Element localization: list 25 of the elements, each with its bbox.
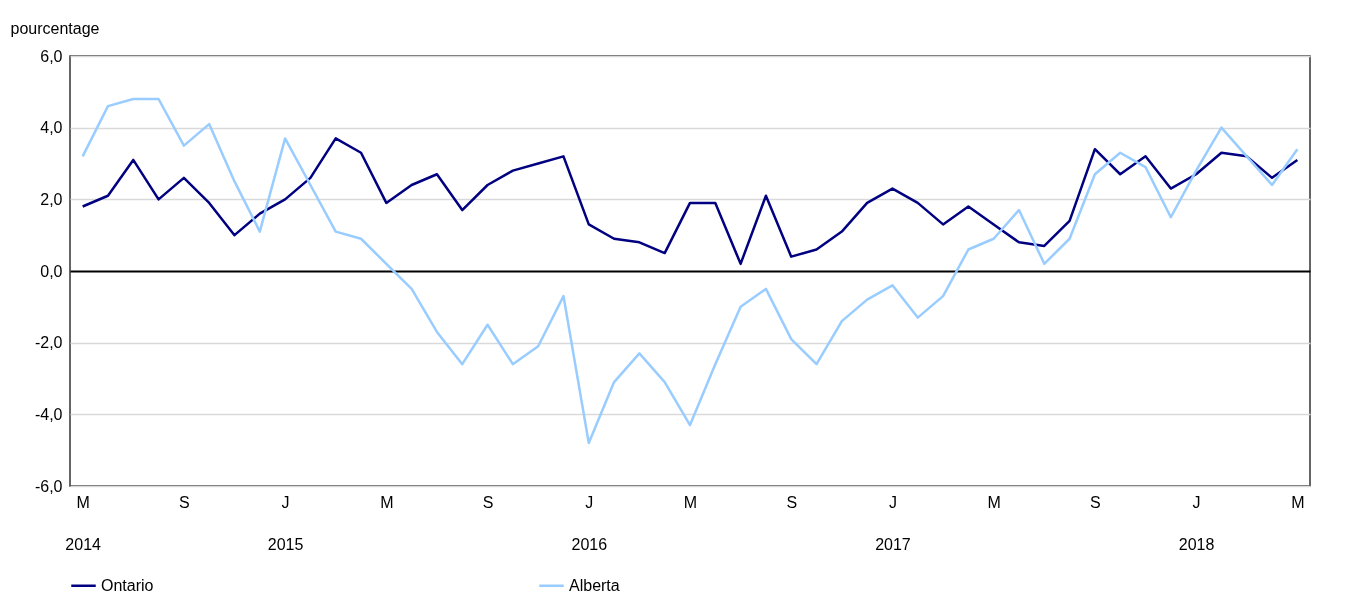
category-label: J 2018 xyxy=(1178,493,1215,553)
y-axis-title: pourcentage xyxy=(10,19,100,37)
x-tick-label: S xyxy=(482,493,494,511)
y-tick-label: 2,0 xyxy=(40,190,63,208)
x-tick-label: S xyxy=(179,493,190,511)
category-label: J 2015 xyxy=(267,493,304,553)
category-label: J 2016 xyxy=(571,493,608,553)
y-tick-label: 4,0 xyxy=(40,119,63,137)
x-tick-label: S xyxy=(786,493,798,511)
legend-label: Alberta xyxy=(569,576,620,594)
category-label: M 2014 xyxy=(65,493,101,553)
y-tick-label: -4,0 xyxy=(34,405,63,423)
x-tick-label: M xyxy=(1291,493,1305,511)
x-tick-label: M xyxy=(987,493,1001,511)
line-series xyxy=(81,137,1299,266)
x-tick-label: M xyxy=(380,493,394,511)
y-tick-label: 6,0 xyxy=(40,47,63,65)
legend-label: Ontario xyxy=(101,576,154,594)
line-series xyxy=(81,97,1299,445)
x-tick-label: M xyxy=(683,493,698,511)
x-tick-label: S xyxy=(1090,493,1101,511)
y-tick-label: -6,0 xyxy=(34,477,63,495)
y-tick-label: -2,0 xyxy=(34,334,63,352)
y-tick-label: 0,0 xyxy=(40,262,63,280)
category-label: J 2017 xyxy=(875,493,911,553)
